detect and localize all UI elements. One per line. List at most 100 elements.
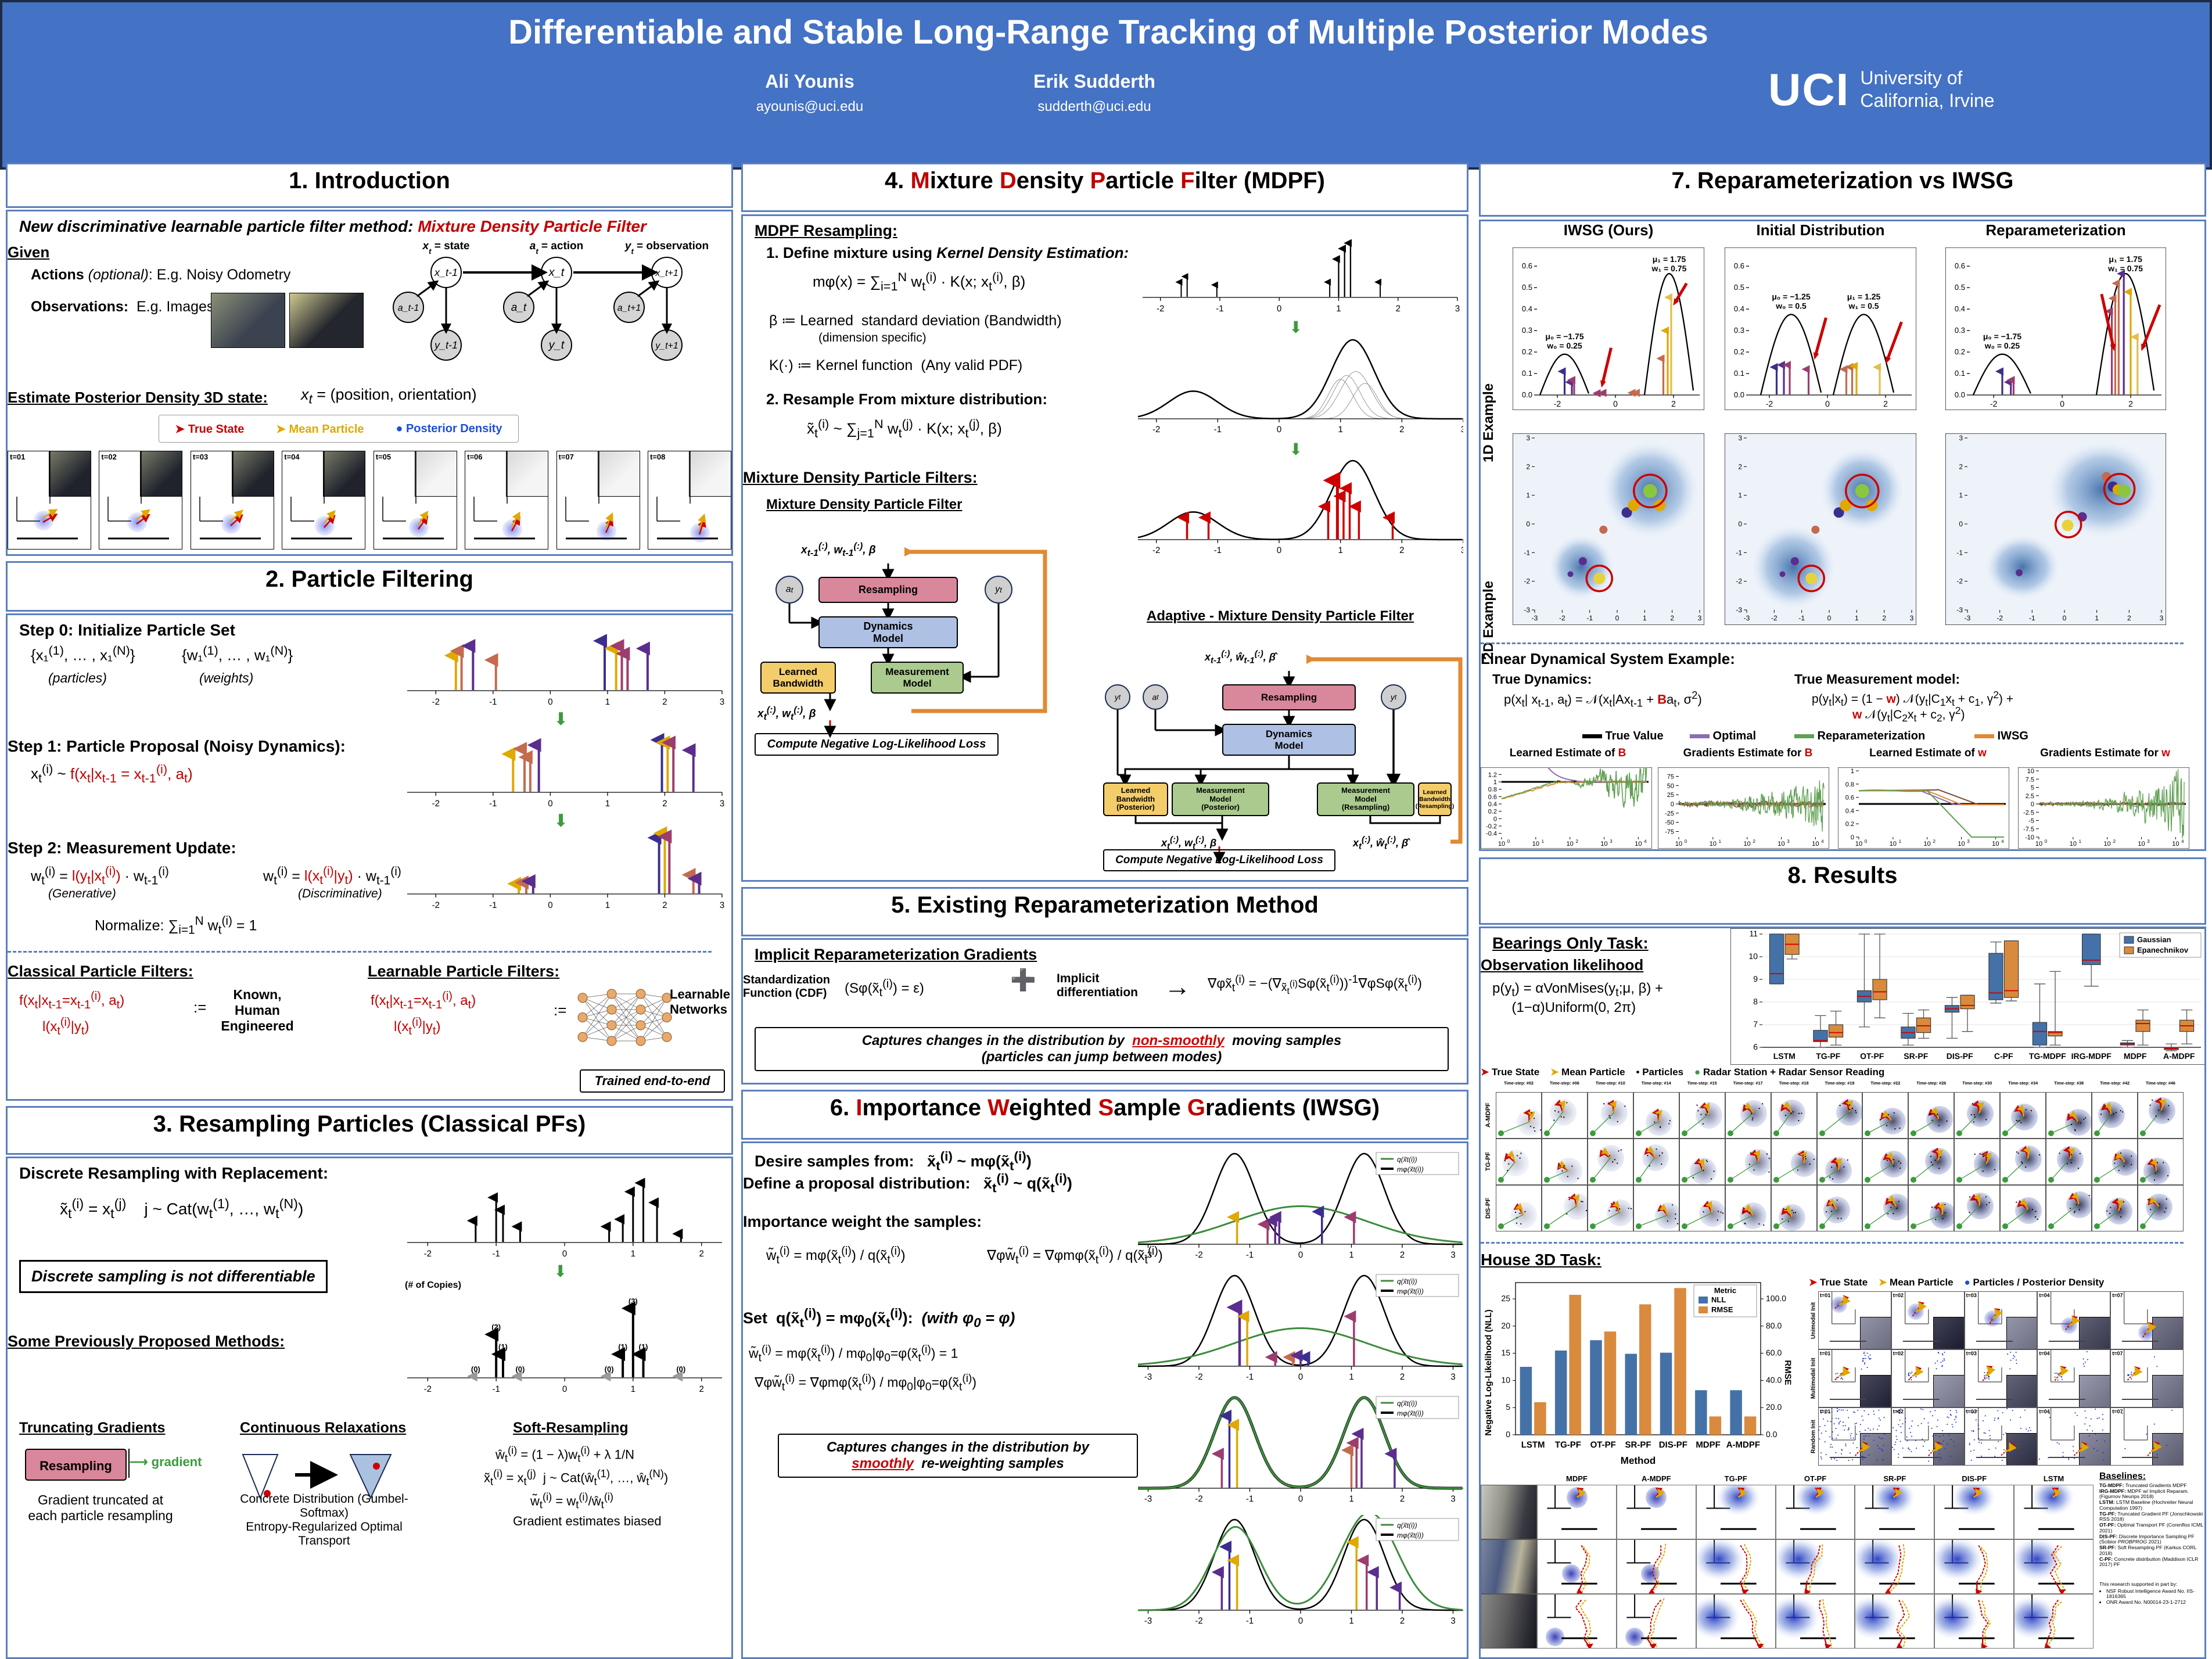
svg-text:1.2: 1.2 [1488,771,1497,778]
svg-text:mφ(x̃t(i)): mφ(x̃t(i)) [1397,1165,1424,1173]
svg-text:0: 0 [1613,399,1618,408]
svg-text:1: 1 [1349,1372,1353,1381]
svg-text:-2: -2 [1524,577,1530,586]
svg-text:0: 0 [1865,839,1868,844]
svg-text:-3: -3 [1144,1494,1152,1503]
svg-text:a_t: a_t [511,301,527,314]
svg-text:0.2: 0.2 [1845,821,1854,828]
svg-text:10: 10 [1778,841,1784,848]
svg-text:Epanechnikov: Epanechnikov [2137,946,2189,954]
svg-text:40.0: 40.0 [1766,1375,1782,1384]
svg-text:0.0: 0.0 [1766,1430,1778,1439]
svg-text:10: 10 [1855,841,1862,848]
svg-text:-1: -1 [1246,1494,1254,1503]
svg-text:0: 0 [548,799,552,809]
svg-text:0: 0 [1277,545,1281,555]
svg-text:μ₁ = 1.75: μ₁ = 1.75 [2109,254,2142,264]
svg-text:4: 4 [1821,839,1824,844]
svg-text:11: 11 [1749,929,1758,938]
svg-text:1: 1 [1349,1494,1353,1503]
svg-text:-2: -2 [1559,614,1565,622]
svg-text:TG-PF: TG-PF [1555,1440,1581,1450]
svg-text:LSTM: LSTM [1773,1051,1796,1061]
svg-text:3: 3 [1455,304,1460,314]
svg-text:0: 0 [1507,839,1510,844]
svg-text:-2: -2 [432,799,440,809]
svg-text:80.0: 80.0 [1766,1321,1782,1330]
svg-text:0.4: 0.4 [1522,304,1532,313]
svg-text:-5: -5 [2028,818,2034,825]
svg-text:3: 3 [1610,839,1613,844]
svg-text:-2: -2 [432,900,440,910]
svg-text:10: 10 [1635,841,1642,848]
svg-text:20.0: 20.0 [1766,1402,1782,1412]
svg-text:-3: -3 [1956,606,1963,614]
svg-text:0: 0 [2031,801,2034,808]
svg-text:1: 1 [1719,839,1722,844]
svg-text:2: 2 [1399,425,1404,434]
svg-text:-3: -3 [1532,614,1538,622]
svg-text:0: 0 [1851,834,1854,841]
svg-text:6: 6 [1753,1042,1758,1051]
svg-text:-2: -2 [1766,399,1773,408]
svg-text:3: 3 [1959,434,1963,442]
svg-text:IRG-MDPF: IRG-MDPF [2071,1051,2112,1061]
svg-text:-1: -1 [493,1249,500,1259]
svg-text:3: 3 [2147,839,2150,844]
svg-text:TG-PF: TG-PF [1816,1051,1840,1061]
svg-text:q(x̃t(i)): q(x̃t(i)) [1397,1155,1417,1164]
svg-text:3: 3 [1910,614,1914,622]
svg-text:-3: -3 [1744,614,1750,622]
svg-text:10: 10 [1992,841,1999,848]
svg-text:-3: -3 [1736,606,1742,614]
svg-text:2: 2 [1670,614,1674,622]
svg-text:2.5: 2.5 [2026,793,2034,800]
svg-text:-2: -2 [1996,614,2003,622]
svg-text:1: 1 [631,1249,635,1259]
svg-text:2: 2 [1399,545,1404,555]
svg-text:0.2: 0.2 [1522,347,1532,356]
svg-text:-1: -1 [1216,304,1223,314]
svg-text:0: 0 [2060,399,2064,408]
svg-text:xt = state: xt = state [422,240,470,256]
svg-text:4: 4 [2181,839,2184,844]
svg-text:10: 10 [1924,841,1931,848]
svg-text:-25: -25 [1665,810,1674,817]
svg-text:0.8: 0.8 [1845,781,1854,788]
svg-text:-2: -2 [1195,1372,1202,1381]
svg-text:0.6: 0.6 [1734,261,1744,270]
svg-text:3: 3 [720,799,724,809]
svg-text:0.4: 0.4 [1488,801,1497,808]
svg-text:1: 1 [1338,545,1343,555]
svg-text:-1: -1 [1798,614,1805,622]
svg-text:0.5: 0.5 [1955,283,1965,292]
svg-text:10: 10 [1532,841,1539,848]
svg-text:1: 1 [1855,614,1859,622]
svg-text:1: 1 [2095,614,2099,622]
svg-text:0.4: 0.4 [1734,304,1744,313]
svg-text:DIS-PF: DIS-PF [1947,1051,1973,1061]
svg-text:mφ(x̃t(i)): mφ(x̃t(i)) [1397,1409,1424,1417]
svg-text:0: 0 [1298,1372,1303,1381]
svg-text:1: 1 [1338,425,1343,434]
svg-text:1: 1 [1349,1616,1353,1625]
svg-text:2: 2 [1959,462,1963,471]
svg-text:50: 50 [1667,782,1674,789]
svg-text:-2: -2 [1771,614,1778,622]
svg-text:3: 3 [1450,1372,1455,1381]
svg-text:2: 2 [1400,1372,1405,1381]
svg-text:0: 0 [1506,1430,1510,1439]
svg-text:A-MDPF: A-MDPF [2163,1051,2195,1061]
svg-text:q(x̃t(i)): q(x̃t(i)) [1397,1521,1417,1529]
svg-text:0: 0 [1615,614,1620,622]
svg-text:-1: -1 [493,1384,500,1394]
svg-text:10: 10 [2104,841,2111,848]
svg-text:w₀ = 0.25: w₀ = 0.25 [1984,341,2020,350]
svg-text:(3): (3) [629,1297,638,1305]
svg-text:3: 3 [1967,839,1970,844]
svg-text:2: 2 [1933,839,1936,844]
svg-text:0: 0 [1825,399,1830,408]
svg-text:w₀ = 0.25: w₀ = 0.25 [1546,341,1582,350]
svg-text:w₀ = 0.5: w₀ = 0.5 [1775,301,1807,310]
svg-text:0.6: 0.6 [1845,795,1854,802]
